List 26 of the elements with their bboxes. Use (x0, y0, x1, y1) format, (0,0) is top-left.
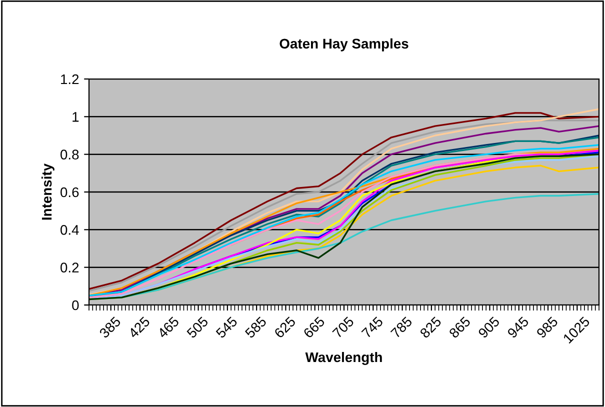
x-tick-label: 665 (302, 316, 326, 339)
y-tick-label: 0 (72, 300, 79, 310)
y-tick-label: 0.4 (60, 225, 79, 235)
x-tick-label: 945 (506, 316, 530, 339)
chart-title: Oaten Hay Samples (280, 38, 408, 52)
y-tick-label: 1.2 (61, 74, 79, 84)
x-tick-label: 385 (98, 316, 122, 339)
y-tick-label: 1 (72, 112, 79, 122)
x-tick-label: 505 (186, 316, 209, 339)
y-tick-label: 0.8 (60, 150, 79, 160)
y-tick-label: 0.2 (60, 262, 79, 273)
x-tick-label: 465 (156, 316, 180, 339)
x-tick-label: 985 (536, 316, 558, 339)
x-tick-label: 705 (332, 316, 354, 339)
x-tick-label: 745 (361, 316, 384, 339)
x-tick-label: 865 (448, 316, 471, 339)
x-tick-label: 785 (390, 316, 413, 339)
y-tick-label: 0.6 (60, 187, 79, 198)
x-tick-label: 625 (274, 316, 296, 339)
x-tick-label: 425 (128, 316, 150, 339)
x-tick-label: 585 (244, 316, 267, 339)
x-tick-label: 545 (215, 316, 238, 339)
y-axis-title: Intensity (41, 164, 54, 220)
x-tick-label: 825 (419, 316, 442, 339)
x-tick-label: 905 (478, 316, 500, 339)
x-axis-title: Wavelength (305, 352, 382, 365)
